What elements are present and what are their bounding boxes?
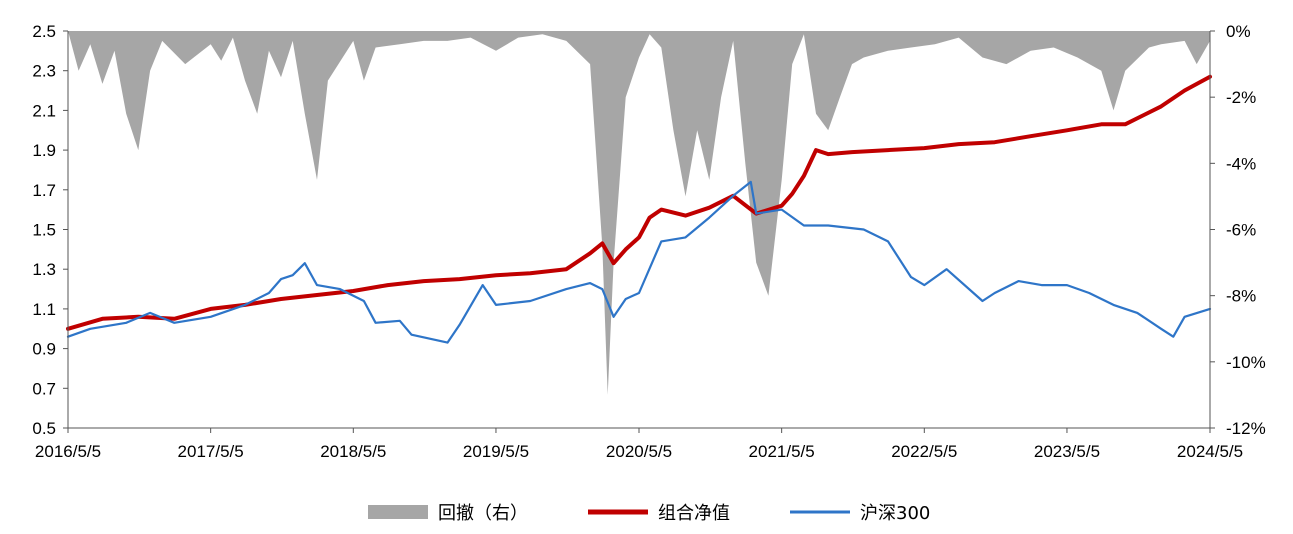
- drawdown-area-layer: [68, 31, 1210, 395]
- legend-drawdown-swatch: [368, 505, 428, 519]
- y-right-tick-label: -6%: [1226, 221, 1256, 240]
- y-right-tick-label: -2%: [1226, 88, 1256, 107]
- y-left-tick-label: 0.9: [32, 340, 56, 359]
- y-left-tick-label: 1.1: [32, 300, 56, 319]
- x-tick-label: 2021/5/5: [749, 442, 815, 461]
- x-tick-label: 2017/5/5: [178, 442, 244, 461]
- x-tick-label: 2018/5/5: [320, 442, 386, 461]
- y-left-tick-label: 1.5: [32, 221, 56, 240]
- y-left-tick-label: 1.9: [32, 141, 56, 160]
- line-layer: [66, 74, 1212, 344]
- axes-layer: 0.5 0.7 0.9 1.1 1.3 1.5 1.7 1.9 2.1 2.3 2.5 0% -2% -4…: [32, 22, 1265, 461]
- y-right-tick-label: -4%: [1226, 154, 1256, 173]
- y-left-tick-label: 0.5: [32, 419, 56, 438]
- x-tick-label: 2022/5/5: [891, 442, 957, 461]
- legend-csi300-label: 沪深300: [860, 503, 930, 524]
- series-drawdown-area: [68, 31, 1210, 395]
- legend: 回撤（右） 组合净值 沪深300: [368, 503, 930, 524]
- series-line-csi300: [66, 180, 1212, 344]
- y-left-tick-label: 1.7: [32, 181, 56, 200]
- y-left-tick-label: 0.7: [32, 379, 56, 398]
- y-right-tick-label: 0%: [1226, 22, 1251, 41]
- legend-portfolio-nav-label: 组合净值: [658, 503, 730, 524]
- legend-drawdown-label: 回撤（右）: [438, 503, 528, 524]
- y-left-tick-label: 2.5: [32, 22, 56, 41]
- x-tick-label: 2016/5/5: [35, 442, 101, 461]
- x-tick-label: 2019/5/5: [463, 442, 529, 461]
- x-tick-label: 2020/5/5: [606, 442, 672, 461]
- x-tick-label: 2024/5/5: [1177, 442, 1243, 461]
- y-left-tick-label: 2.1: [32, 101, 56, 120]
- y-left-tick-label: 1.3: [32, 260, 56, 279]
- series-line-portfolio-nav: [66, 74, 1212, 331]
- y-right-tick-label: -12%: [1226, 419, 1266, 438]
- y-left-tick-label: 2.3: [32, 62, 56, 81]
- x-tick-label: 2023/5/5: [1034, 442, 1100, 461]
- y-right-tick-label: -10%: [1226, 353, 1266, 372]
- y-right-tick-label: -8%: [1226, 287, 1256, 306]
